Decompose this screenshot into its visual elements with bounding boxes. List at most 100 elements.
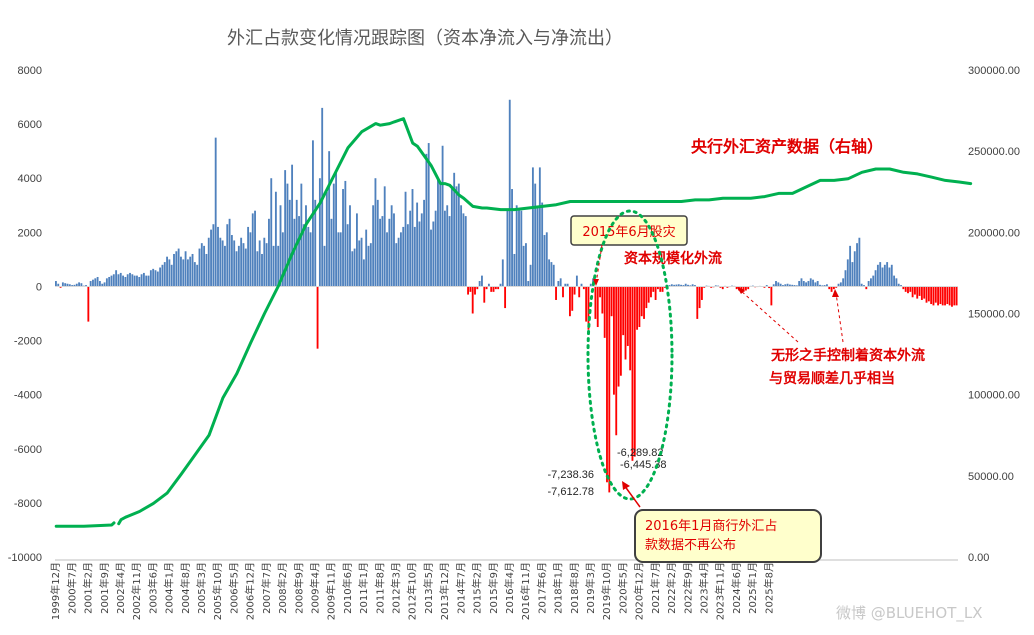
bar	[335, 170, 338, 287]
bar	[501, 259, 504, 287]
bar	[284, 170, 287, 287]
bar	[161, 264, 164, 287]
bar	[330, 218, 333, 287]
bar	[814, 282, 817, 287]
bar	[478, 281, 481, 287]
bar	[379, 218, 381, 287]
bar	[684, 283, 687, 287]
bar	[710, 286, 713, 288]
bar	[126, 274, 129, 287]
bar	[406, 224, 409, 287]
bar	[159, 267, 162, 287]
bar	[163, 262, 166, 287]
x-tick-label: 2007年7月	[260, 562, 273, 614]
bar	[420, 213, 423, 287]
bar	[788, 284, 791, 287]
bar	[513, 253, 516, 287]
bar	[325, 191, 328, 287]
bar	[948, 286, 951, 306]
bar	[793, 285, 796, 287]
bar	[318, 178, 321, 287]
bar	[240, 237, 243, 287]
bar	[411, 189, 414, 287]
crash-arrow-head	[593, 279, 599, 286]
right-tick-label: 300000.00	[968, 65, 1020, 77]
bar	[337, 232, 340, 287]
bar	[351, 251, 354, 287]
bar	[244, 248, 247, 287]
bar	[527, 281, 530, 287]
bar	[203, 245, 206, 287]
bar	[511, 189, 513, 287]
bar	[617, 286, 620, 387]
bar	[608, 286, 611, 493]
bar	[395, 243, 398, 287]
bar	[645, 286, 648, 309]
bar	[68, 284, 71, 287]
bar	[700, 286, 703, 300]
bar	[200, 243, 203, 287]
bar	[698, 286, 701, 309]
bar	[821, 285, 824, 287]
bar	[446, 205, 449, 287]
outflow-ellipse	[586, 209, 674, 501]
bar	[258, 240, 261, 287]
bar	[80, 283, 83, 287]
data-stop-arrow	[623, 484, 641, 508]
bar	[619, 286, 622, 376]
bar	[251, 213, 254, 287]
bar	[133, 275, 136, 287]
bar	[798, 281, 801, 287]
x-tick-label: 2008年2月	[276, 562, 289, 614]
bar	[932, 286, 935, 306]
bar	[305, 205, 307, 287]
bar	[575, 275, 578, 287]
bar	[851, 262, 854, 287]
bar	[661, 286, 664, 292]
bar	[858, 237, 861, 287]
bar	[94, 278, 97, 287]
bar	[770, 286, 773, 306]
bar	[768, 286, 770, 289]
x-tick-label: 2012年3月	[390, 562, 403, 614]
left-tick-label: 2000	[18, 227, 42, 239]
bar	[119, 272, 122, 287]
bar	[703, 286, 706, 288]
x-tick-label: 2020年5月	[616, 562, 629, 614]
bar	[156, 271, 159, 287]
bar	[467, 286, 469, 295]
bar	[675, 284, 678, 287]
bar	[839, 282, 842, 287]
bar	[432, 221, 435, 287]
bar	[293, 218, 296, 287]
bar	[140, 274, 143, 287]
bar	[842, 278, 845, 287]
bar	[142, 272, 145, 287]
bar	[383, 186, 386, 287]
bar	[911, 286, 914, 298]
bar-series	[55, 99, 958, 493]
bar	[450, 189, 453, 287]
bar	[434, 210, 437, 287]
bar	[430, 229, 432, 287]
bar	[462, 213, 465, 287]
bar	[550, 262, 553, 287]
bar	[75, 283, 78, 287]
x-tick-label: 2022年2月	[665, 562, 678, 614]
bar	[534, 183, 537, 287]
bar	[497, 286, 500, 290]
bar	[103, 282, 106, 287]
bar	[890, 264, 893, 287]
bar	[457, 183, 460, 287]
bar	[504, 286, 507, 309]
bar	[631, 286, 634, 461]
bar	[261, 253, 263, 287]
bar	[786, 283, 789, 287]
bar	[117, 274, 120, 287]
bar	[870, 278, 872, 287]
bar	[689, 285, 692, 287]
bar	[342, 189, 344, 287]
bar	[580, 283, 583, 287]
bar	[944, 286, 946, 306]
bar	[555, 286, 557, 300]
